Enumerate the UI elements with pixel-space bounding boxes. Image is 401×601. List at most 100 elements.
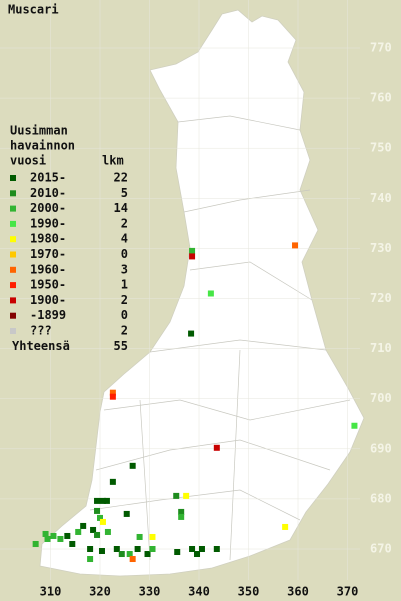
- legend-swatch: [10, 205, 16, 212]
- observation: [129, 556, 136, 563]
- observation: [194, 551, 201, 558]
- observation: [149, 546, 156, 552]
- observation: [109, 478, 116, 485]
- observation: [173, 492, 180, 499]
- legend-heading: Uusimman: [10, 124, 68, 138]
- y-tick-label: 710: [370, 341, 392, 355]
- observation: [144, 551, 151, 558]
- y-tick-label: 740: [370, 191, 392, 205]
- observation: [87, 556, 94, 563]
- observation: [42, 530, 49, 537]
- legend-heading: vuosi: [10, 154, 46, 168]
- observation: [174, 549, 181, 556]
- y-tick-label: 690: [370, 441, 392, 455]
- legend-label: ???: [30, 324, 52, 338]
- observation: [64, 532, 71, 539]
- observation: [282, 523, 289, 530]
- y-tick-label: 750: [370, 141, 392, 155]
- legend-label: 1980-: [30, 232, 66, 246]
- x-tick-label: 320: [89, 585, 111, 599]
- y-tick-label: 760: [370, 91, 392, 105]
- title: Muscari: [8, 3, 59, 17]
- x-tick-label: 340: [188, 585, 210, 599]
- observation: [149, 533, 156, 540]
- observation: [118, 551, 125, 558]
- legend-count: 5: [121, 186, 128, 200]
- observation: [351, 422, 358, 429]
- observation: [104, 528, 111, 535]
- observation: [98, 548, 105, 555]
- legend-count: 2: [121, 324, 128, 338]
- finland-outline: [39, 9, 365, 577]
- observation: [103, 497, 110, 504]
- legend-count-heading: lkm: [102, 154, 124, 168]
- observation: [178, 508, 185, 515]
- x-tick-label: 350: [238, 585, 260, 599]
- observation: [69, 540, 76, 547]
- observation: [90, 526, 97, 533]
- observation: [213, 546, 220, 552]
- legend-count: 22: [114, 171, 128, 185]
- legend-swatch: [10, 236, 16, 243]
- y-tick-label: 720: [370, 291, 392, 305]
- observation: [99, 518, 106, 525]
- legend-heading: havainnon: [10, 139, 75, 153]
- observation: [126, 551, 133, 558]
- observation: [123, 510, 130, 517]
- legend-swatch: [10, 312, 16, 319]
- observation: [57, 535, 64, 542]
- y-tick-label: 670: [370, 542, 392, 556]
- observation: [99, 497, 106, 504]
- observation: [188, 330, 195, 337]
- observation: [94, 507, 101, 514]
- legend-swatch: [10, 251, 16, 258]
- legend-swatch: [10, 175, 16, 181]
- observation: [94, 497, 101, 504]
- legend-swatch: [10, 190, 16, 197]
- legend-swatch: [10, 282, 16, 289]
- y-tick-label: 730: [370, 241, 392, 255]
- observation: [113, 546, 120, 552]
- observation: [189, 247, 196, 254]
- observation: [207, 290, 214, 297]
- observation: [32, 540, 39, 547]
- observation: [94, 531, 101, 538]
- legend-label: 1990-: [30, 216, 66, 230]
- y-tick-label: 770: [370, 41, 392, 55]
- observation: [97, 514, 103, 521]
- legend-label: 1970-: [30, 247, 66, 261]
- observation: [183, 492, 190, 499]
- region-borders: [89, 115, 351, 561]
- total-count: 55: [114, 339, 128, 353]
- legend-label: 1900-: [30, 293, 66, 307]
- legend-count: 3: [121, 262, 128, 276]
- observation: [87, 546, 94, 552]
- observation: [80, 522, 87, 529]
- total-label: Yhteensä: [12, 339, 70, 353]
- legend-count: 14: [114, 201, 128, 215]
- legend-count: 0: [121, 247, 128, 261]
- y-tick-label: 700: [370, 391, 392, 405]
- observation: [44, 535, 51, 542]
- legend-count: 2: [121, 216, 128, 230]
- x-tick-label: 310: [40, 585, 62, 599]
- legend-label: 1960-: [30, 262, 66, 276]
- legend-label: 2015-: [30, 171, 66, 185]
- legend-label: 1950-: [30, 278, 66, 292]
- legend-label: 2000-: [30, 201, 66, 215]
- observation: [292, 242, 299, 249]
- legend-count: 1: [121, 278, 128, 292]
- x-tick-label: 330: [139, 585, 161, 599]
- legend-count: 4: [121, 232, 128, 246]
- observation: [109, 393, 116, 400]
- observation: [136, 533, 143, 540]
- observation: [189, 253, 196, 260]
- legend-swatch: [10, 297, 16, 304]
- y-tick-label: 680: [370, 491, 392, 505]
- observation: [129, 462, 136, 469]
- observation: [198, 546, 205, 552]
- observation: [109, 389, 116, 396]
- observation: [134, 546, 141, 552]
- legend-count: 2: [121, 293, 128, 307]
